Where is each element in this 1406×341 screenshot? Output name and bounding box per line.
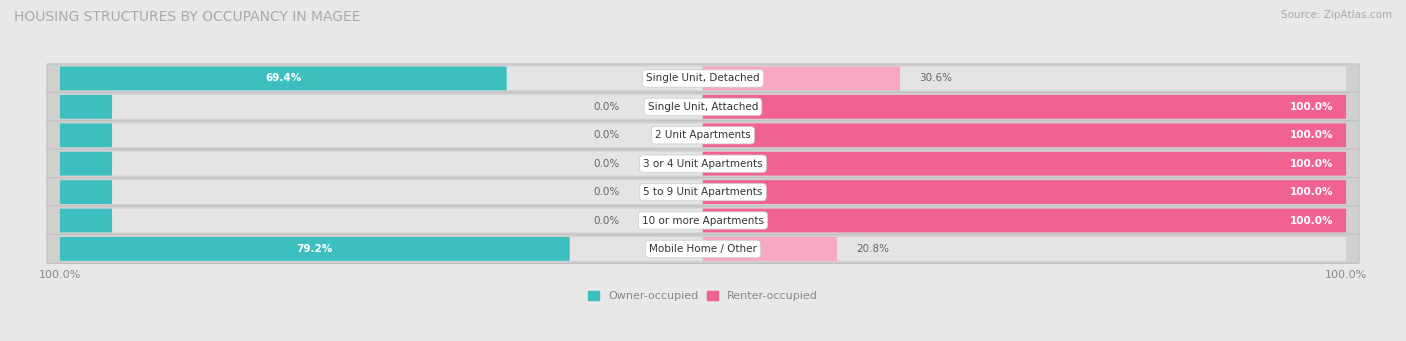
Text: 69.4%: 69.4% [266,73,301,84]
FancyBboxPatch shape [703,209,1346,233]
FancyBboxPatch shape [60,95,112,119]
FancyBboxPatch shape [703,123,1346,147]
FancyBboxPatch shape [60,209,1346,233]
Text: 0.0%: 0.0% [593,102,620,112]
Legend: Owner-occupied, Renter-occupied: Owner-occupied, Renter-occupied [583,286,823,306]
FancyBboxPatch shape [60,152,1346,176]
Text: Source: ZipAtlas.com: Source: ZipAtlas.com [1281,10,1392,20]
FancyBboxPatch shape [60,123,112,147]
Text: 0.0%: 0.0% [593,216,620,225]
FancyBboxPatch shape [46,92,1360,121]
Text: 100.0%: 100.0% [1289,187,1333,197]
FancyBboxPatch shape [46,235,1360,264]
Text: 30.6%: 30.6% [920,73,952,84]
Text: 100.0%: 100.0% [1289,216,1333,225]
Text: 2 Unit Apartments: 2 Unit Apartments [655,130,751,140]
FancyBboxPatch shape [703,95,1346,119]
Text: 0.0%: 0.0% [593,130,620,140]
Text: 3 or 4 Unit Apartments: 3 or 4 Unit Apartments [643,159,763,169]
Text: Single Unit, Detached: Single Unit, Detached [647,73,759,84]
FancyBboxPatch shape [60,209,112,233]
FancyBboxPatch shape [703,66,900,90]
FancyBboxPatch shape [703,180,1346,204]
Text: 0.0%: 0.0% [593,159,620,169]
FancyBboxPatch shape [60,95,1346,119]
Text: Mobile Home / Other: Mobile Home / Other [650,244,756,254]
FancyBboxPatch shape [60,66,1346,90]
FancyBboxPatch shape [46,149,1360,178]
Text: Single Unit, Attached: Single Unit, Attached [648,102,758,112]
FancyBboxPatch shape [60,237,569,261]
Text: 0.0%: 0.0% [593,187,620,197]
FancyBboxPatch shape [60,66,506,90]
Text: HOUSING STRUCTURES BY OCCUPANCY IN MAGEE: HOUSING STRUCTURES BY OCCUPANCY IN MAGEE [14,10,360,24]
FancyBboxPatch shape [60,123,1346,147]
FancyBboxPatch shape [60,180,112,204]
FancyBboxPatch shape [46,64,1360,93]
FancyBboxPatch shape [46,206,1360,235]
FancyBboxPatch shape [703,152,1346,176]
Text: 5 to 9 Unit Apartments: 5 to 9 Unit Apartments [644,187,762,197]
FancyBboxPatch shape [46,178,1360,207]
FancyBboxPatch shape [46,121,1360,150]
Text: 20.8%: 20.8% [856,244,889,254]
Text: 100.0%: 100.0% [1289,130,1333,140]
Text: 10 or more Apartments: 10 or more Apartments [643,216,763,225]
FancyBboxPatch shape [60,237,1346,261]
Text: 100.0%: 100.0% [1289,102,1333,112]
Text: 100.0%: 100.0% [1289,159,1333,169]
FancyBboxPatch shape [60,152,112,176]
Text: 79.2%: 79.2% [297,244,333,254]
FancyBboxPatch shape [703,237,837,261]
FancyBboxPatch shape [60,180,1346,204]
